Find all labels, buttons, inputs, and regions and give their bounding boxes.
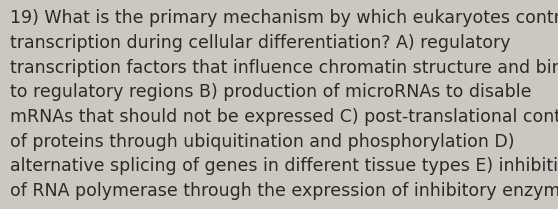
Text: transcription factors that influence chromatin structure and bind: transcription factors that influence chr…	[10, 59, 558, 77]
Text: 19) What is the primary mechanism by which eukaryotes control: 19) What is the primary mechanism by whi…	[10, 9, 558, 27]
Text: of proteins through ubiquitination and phosphorylation D): of proteins through ubiquitination and p…	[10, 133, 514, 151]
Text: transcription during cellular differentiation? A) regulatory: transcription during cellular differenti…	[10, 34, 511, 52]
Text: to regulatory regions B) production of microRNAs to disable: to regulatory regions B) production of m…	[10, 83, 532, 101]
Text: of RNA polymerase through the expression of inhibitory enzymes: of RNA polymerase through the expression…	[10, 182, 558, 200]
Text: mRNAs that should not be expressed C) post-translational control: mRNAs that should not be expressed C) po…	[10, 108, 558, 126]
Text: alternative splicing of genes in different tissue types E) inhibition: alternative splicing of genes in differe…	[10, 157, 558, 175]
